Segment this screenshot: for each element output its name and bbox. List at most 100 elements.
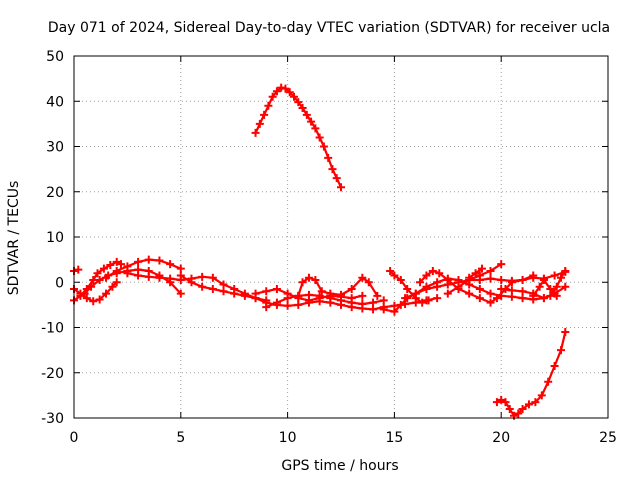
data-point-marker	[311, 275, 320, 284]
data-point-marker	[262, 303, 271, 312]
data-point-marker	[255, 119, 264, 128]
data-point-marker	[550, 271, 559, 280]
series-arc-19	[529, 275, 561, 300]
data-point-marker	[396, 300, 405, 309]
data-point-marker	[166, 274, 175, 283]
data-point-marker	[87, 282, 96, 291]
data-point-marker	[260, 110, 269, 119]
data-point-marker	[507, 278, 516, 287]
x-tick-label: 5	[176, 430, 185, 446]
series-arc-09	[262, 290, 388, 312]
data-point-marker	[264, 101, 273, 110]
series-arc-18	[497, 266, 570, 303]
data-point-marker	[99, 264, 108, 273]
series-line	[404, 270, 567, 300]
axis-ticks	[73, 55, 609, 419]
data-point-marker	[298, 278, 307, 287]
series-arc-13	[386, 266, 433, 307]
data-point-marker	[537, 391, 546, 400]
data-point-marker	[102, 273, 111, 282]
data-point-marker	[507, 286, 516, 295]
data-point-marker	[281, 84, 290, 93]
data-point-marker	[219, 280, 228, 289]
data-point-marker	[123, 262, 132, 271]
series-arc-10	[294, 273, 382, 300]
data-point-marker	[198, 282, 207, 291]
data-point-marker	[497, 395, 506, 404]
y-tick-label: 10	[46, 230, 64, 246]
x-tick-label: 20	[492, 430, 510, 446]
data-point-marker	[283, 301, 292, 310]
data-point-marker	[328, 165, 337, 174]
data-point-marker	[95, 275, 104, 284]
data-point-marker	[102, 289, 111, 298]
data-point-marker	[475, 285, 484, 294]
data-point-marker	[123, 269, 132, 278]
data-point-marker	[358, 291, 367, 300]
data-point-marker	[285, 88, 294, 97]
data-point-marker	[80, 289, 89, 298]
y-tick-label: -30	[41, 411, 64, 427]
data-point-marker	[497, 275, 506, 284]
data-point-marker	[477, 264, 486, 273]
data-point-marker	[106, 261, 115, 270]
data-point-marker	[176, 271, 185, 280]
y-axis-label: SDTVAR / TECUs	[6, 181, 22, 296]
data-point-marker	[552, 291, 561, 300]
data-point-marker	[561, 328, 570, 337]
data-point-marker	[428, 266, 437, 275]
x-tick-label: 25	[599, 430, 617, 446]
data-point-marker	[317, 287, 326, 296]
data-point-marker	[112, 278, 121, 287]
tick-labels: 0 5 10 15 20 25 -30 -20 -10 0 10 20 30 40 50	[41, 49, 617, 446]
data-point-marker	[74, 265, 83, 274]
data-point-marker	[514, 409, 523, 418]
data-point-marker	[347, 298, 356, 307]
x-axis-label: GPS time / hours	[281, 458, 398, 474]
data-point-marker	[251, 128, 260, 137]
data-point-marker	[324, 153, 333, 162]
data-point-marker	[304, 273, 313, 282]
x-tick-label: 10	[279, 430, 297, 446]
data-point-marker	[262, 287, 271, 296]
chart-title: Day 071 of 2024, Sidereal Day-to-day VTE…	[48, 20, 610, 36]
data-point-marker	[326, 289, 335, 298]
y-tick-label: 40	[46, 94, 64, 110]
data-point-marker	[358, 273, 367, 282]
data-point-marker	[294, 98, 303, 107]
data-point-marker	[283, 294, 292, 303]
data-point-marker	[76, 291, 85, 300]
data-point-marker	[272, 87, 281, 96]
data-point-marker	[95, 295, 104, 304]
data-point-marker	[443, 275, 452, 284]
data-series	[70, 83, 570, 420]
data-point-marker	[454, 282, 463, 291]
data-point-marker	[379, 296, 388, 305]
data-point-marker	[155, 273, 164, 282]
data-point-marker	[475, 294, 484, 303]
data-point-marker	[518, 275, 527, 284]
data-point-marker	[550, 361, 559, 370]
data-point-marker	[518, 287, 527, 296]
data-point-marker	[492, 398, 501, 407]
data-point-marker	[208, 285, 217, 294]
data-point-marker	[240, 291, 249, 300]
data-point-marker	[337, 183, 345, 192]
data-point-marker	[315, 133, 324, 142]
data-point-marker	[294, 300, 303, 309]
data-point-marker	[531, 398, 540, 407]
data-point-marker	[93, 269, 102, 278]
data-point-marker	[373, 291, 382, 300]
data-point-marker	[518, 404, 527, 413]
data-point-marker	[529, 271, 538, 280]
data-point-marker	[396, 275, 405, 284]
data-point-marker	[416, 278, 425, 287]
data-point-marker	[337, 290, 345, 299]
data-point-marker	[307, 117, 316, 126]
data-point-marker	[557, 273, 566, 282]
data-point-marker	[208, 273, 217, 282]
data-point-marker	[386, 266, 395, 275]
data-point-marker	[475, 271, 484, 280]
data-point-marker	[424, 296, 433, 305]
